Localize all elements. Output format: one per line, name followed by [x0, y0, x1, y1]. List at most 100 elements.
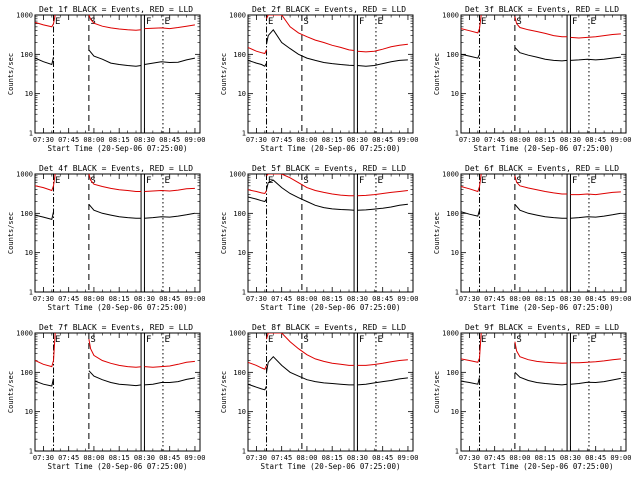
y-tick-label: 100 — [446, 210, 459, 218]
x-tick-label: 08:15 — [322, 136, 343, 144]
y-tick-label: 1 — [455, 448, 459, 456]
series-line-lld — [461, 15, 482, 34]
marker-label: E — [377, 176, 382, 186]
series-line-events — [461, 377, 480, 385]
marker-label: E — [164, 176, 169, 186]
x-tick-label: 07:30 — [459, 295, 480, 303]
series-line-lld — [570, 33, 621, 39]
y-tick-label: 10 — [451, 249, 459, 257]
series-line-lld — [357, 359, 408, 366]
x-tick-label: 08:00 — [296, 136, 317, 144]
x-tick-label: 08:00 — [83, 136, 104, 144]
y-axis-label: Counts/sec — [7, 212, 15, 254]
series-line-events — [461, 53, 480, 59]
series-line-lld — [35, 333, 56, 368]
series-line-lld — [144, 360, 195, 368]
marker-label: S — [516, 17, 521, 27]
x-tick-label: 07:45 — [58, 454, 79, 462]
marker-label: S — [90, 176, 95, 186]
marker-label: E — [268, 335, 273, 345]
y-tick-label: 1000 — [229, 12, 246, 20]
x-axis-label: Start Time (20-Sep-06 07:25:00) — [48, 303, 188, 312]
series-line-events — [88, 370, 142, 387]
marker-label: E — [481, 17, 486, 27]
x-tick-label: 08:30 — [560, 136, 581, 144]
marker-label: E — [481, 176, 486, 186]
x-tick-label: 08:45 — [159, 454, 180, 462]
y-axis-label: Counts/sec — [433, 53, 441, 95]
y-tick-label: 1000 — [16, 171, 33, 179]
y-tick-label: 10 — [25, 249, 33, 257]
y-tick-label: 100 — [20, 210, 33, 218]
series-line-events — [570, 377, 621, 385]
series-line-lld — [35, 174, 56, 192]
x-tick-label: 08:45 — [585, 295, 606, 303]
plot-frame — [460, 173, 627, 293]
x-tick-label: 07:30 — [246, 295, 267, 303]
marker-label: S — [90, 335, 95, 345]
series-line-events — [357, 203, 408, 211]
series-line-events — [514, 203, 568, 219]
y-tick-label: 10 — [451, 408, 459, 416]
marker-label: F — [146, 176, 151, 186]
plot-data-area — [461, 174, 621, 219]
x-tick-label: 07:30 — [459, 454, 480, 462]
x-axis-label: Start Time (20-Sep-06 07:25:00) — [261, 303, 401, 312]
x-tick-label: 08:15 — [109, 454, 130, 462]
x-tick-label: 07:45 — [271, 295, 292, 303]
plot-frame — [34, 173, 201, 293]
chart-title: Det 4f BLACK = Events, RED = LLD — [39, 164, 193, 173]
y-axis-label: Counts/sec — [7, 53, 15, 95]
series-line-events — [514, 371, 568, 386]
x-tick-label: 09:00 — [610, 295, 631, 303]
series-line-lld — [357, 43, 408, 53]
series-line-events — [248, 59, 267, 67]
x-tick-label: 09:00 — [184, 454, 205, 462]
marker-label: F — [572, 176, 577, 186]
x-tick-label: 08:00 — [296, 295, 317, 303]
series-line-events — [357, 59, 408, 67]
x-tick-label: 08:00 — [296, 454, 317, 462]
series-line-lld — [35, 15, 56, 28]
x-tick-label: 08:15 — [109, 136, 130, 144]
x-tick-label: 08:00 — [83, 295, 104, 303]
series-line-lld — [461, 333, 482, 363]
y-tick-label: 10 — [238, 90, 246, 98]
chart-title: Det 6f BLACK = Events, RED = LLD — [465, 164, 619, 173]
y-tick-label: 1 — [455, 289, 459, 297]
plot-data-area — [248, 174, 408, 211]
x-tick-label: 08:00 — [83, 454, 104, 462]
series-line-lld — [266, 333, 355, 366]
chart-panel-4: Det 4f BLACK = Events, RED = LLD 1 10 100 10… — [7, 164, 205, 312]
series-line-events — [266, 355, 355, 386]
plot-data-area — [461, 333, 621, 386]
marker-label: E — [590, 17, 595, 27]
x-axis-label: Start Time (20-Sep-06 07:25:00) — [48, 462, 188, 471]
chart-panel-6: Det 6f BLACK = Events, RED = LLD 1 10 100 10… — [433, 164, 631, 312]
y-tick-label: 1000 — [229, 171, 246, 179]
x-tick-label: 08:45 — [372, 295, 393, 303]
y-tick-label: 1 — [29, 289, 33, 297]
marker-label: E — [377, 17, 382, 27]
marker-label: F — [572, 335, 577, 345]
y-tick-label: 100 — [233, 51, 246, 59]
y-tick-label: 1000 — [442, 171, 459, 179]
y-tick-label: 1 — [29, 130, 33, 138]
plot-data-area — [35, 15, 196, 67]
marker-label: S — [516, 335, 521, 345]
marker-label: E — [55, 17, 60, 27]
x-tick-label: 07:30 — [33, 454, 54, 462]
plot-frame — [247, 14, 414, 134]
series-line-lld — [514, 175, 568, 195]
x-axis-label: Start Time (20-Sep-06 07:25:00) — [474, 144, 614, 153]
marker-label: F — [359, 335, 364, 345]
series-line-events — [461, 210, 480, 217]
y-tick-label: 100 — [446, 51, 459, 59]
x-tick-label: 08:00 — [509, 454, 530, 462]
series-line-events — [88, 203, 142, 219]
x-axis-label: Start Time (20-Sep-06 07:25:00) — [261, 462, 401, 471]
series-line-lld — [144, 187, 195, 192]
chart-title: Det 9f BLACK = Events, RED = LLD — [465, 323, 619, 332]
y-tick-label: 100 — [233, 210, 246, 218]
